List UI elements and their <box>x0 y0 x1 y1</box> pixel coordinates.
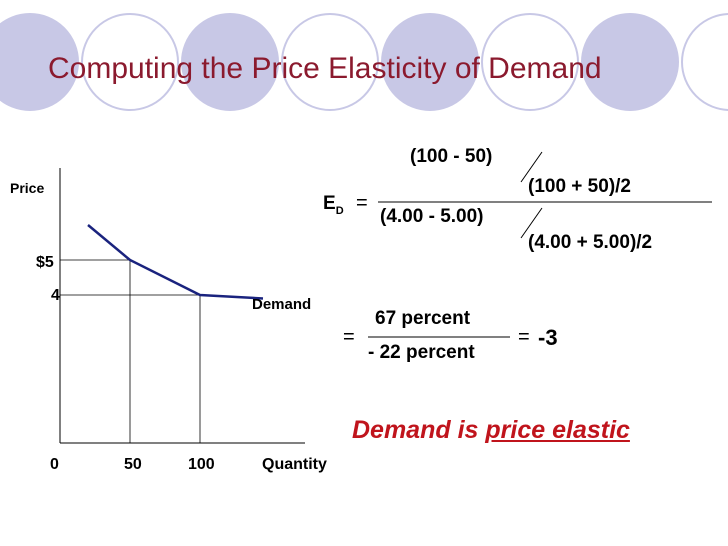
y-tick-label: $5 <box>36 254 54 271</box>
decorative-circle <box>0 13 79 111</box>
x-tick-label: 100 <box>188 456 215 473</box>
decorative-circle <box>81 13 179 111</box>
decorative-circle <box>381 13 479 111</box>
top-denominator: (100 + 50)/2 <box>528 176 631 197</box>
conclusion-emphasis: price elastic <box>485 416 630 444</box>
top-division-slash <box>520 151 543 183</box>
decorative-circle <box>681 13 728 111</box>
elasticity-letter: E <box>323 193 336 214</box>
decorative-circle <box>581 13 679 111</box>
equals-sign: = <box>343 326 355 348</box>
demand-curve <box>87 224 264 300</box>
bottom-denominator: (4.00 + 5.00)/2 <box>528 232 653 253</box>
elasticity-symbol: ED <box>323 193 344 217</box>
y-axis-label: Price <box>10 180 45 196</box>
decorative-circle <box>481 13 579 111</box>
equals-sign: = <box>518 326 530 348</box>
decorative-circle <box>181 13 279 111</box>
slide-title: Computing the Price Elasticity of Demand <box>48 52 602 85</box>
x-axis-label: Quantity <box>262 456 327 473</box>
elasticity-result: -3 <box>538 325 558 350</box>
percent-denominator: - 22 percent <box>368 342 475 363</box>
decorative-circles <box>0 13 728 111</box>
series-label-demand: Demand <box>252 296 312 313</box>
conclusion-prefix: Demand is <box>352 416 479 444</box>
bottom-numerator: (4.00 - 5.00) <box>380 206 484 227</box>
bottom-division-slash <box>520 207 543 239</box>
x-tick-label: 50 <box>124 456 142 473</box>
percent-numerator: 67 percent <box>375 308 471 329</box>
conclusion-text: Demand is price elastic <box>352 416 630 445</box>
top-numerator: (100 - 50) <box>410 146 493 167</box>
y-tick-label: 4 <box>51 287 60 304</box>
decorative-circle <box>281 13 379 111</box>
x-tick-label: 0 <box>50 456 59 473</box>
equals-sign: = <box>356 192 368 214</box>
elasticity-subscript: D <box>335 204 344 217</box>
